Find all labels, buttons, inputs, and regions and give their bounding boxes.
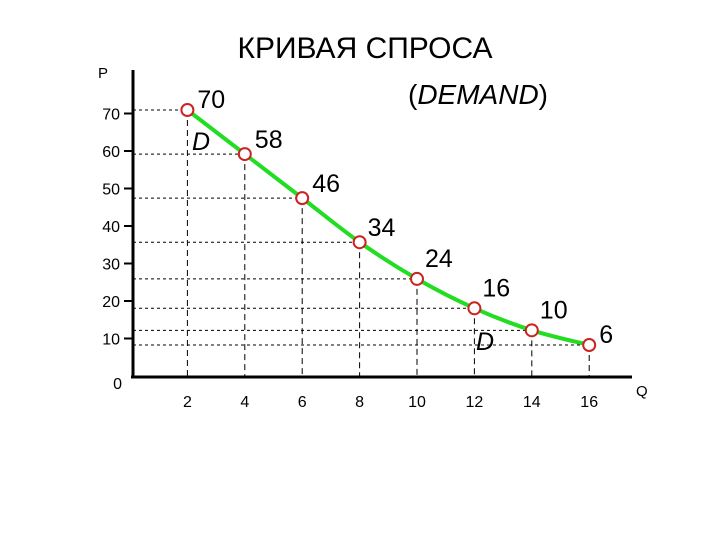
x-tick-label: 4 (240, 394, 249, 411)
data-label: 10 (540, 296, 568, 324)
data-point (524, 323, 539, 338)
y-tick-label: 10 (102, 332, 120, 349)
data-label: 58 (255, 126, 283, 154)
x-ticks: 2 4 6 8 10 12 14 16 (183, 394, 598, 411)
y-tick-label: 50 (102, 182, 120, 199)
y-tick-label: 40 (102, 219, 120, 236)
guide-lines (133, 109, 590, 377)
y-tick-label: 60 (102, 144, 120, 161)
x-tick-label: 6 (298, 394, 307, 411)
y-ticks: 0 10 20 30 40 50 60 70 (102, 107, 133, 393)
y-tick-label: 70 (102, 107, 120, 124)
y-tick-label: 20 (102, 294, 120, 311)
data-label: 24 (425, 245, 453, 273)
chart-subtitle: (DEMAND) (408, 79, 548, 110)
x-tick-label: 14 (523, 394, 541, 411)
data-point (410, 271, 424, 286)
data-point (295, 191, 310, 206)
data-label: 16 (482, 274, 510, 302)
data-points (180, 103, 597, 352)
data-point (352, 235, 367, 250)
data-labels: 70 58 46 34 24 16 10 6 (197, 86, 613, 349)
x-axis-label: Q (636, 383, 648, 400)
data-point (237, 147, 252, 162)
x-tick-label: 8 (355, 394, 364, 411)
x-tick-label: 16 (580, 394, 598, 411)
x-tick-label: 12 (466, 394, 484, 411)
x-tick-label: 2 (183, 394, 192, 411)
data-label: 46 (312, 170, 340, 198)
data-label: 6 (599, 321, 613, 349)
chart-title: КРИВАЯ СПРОСА (238, 32, 493, 65)
x-tick-label: 10 (408, 394, 426, 411)
data-point (180, 103, 195, 117)
y-axis-label: P (98, 65, 108, 82)
data-label: 70 (197, 86, 225, 114)
y-tick-label: 30 (102, 257, 120, 274)
data-point (582, 338, 597, 352)
data-point (467, 301, 482, 316)
curve-label-top: D (192, 128, 210, 156)
y-tick-label: 0 (113, 376, 122, 393)
data-label: 34 (368, 214, 396, 242)
curve-label-bottom: D (476, 328, 494, 356)
